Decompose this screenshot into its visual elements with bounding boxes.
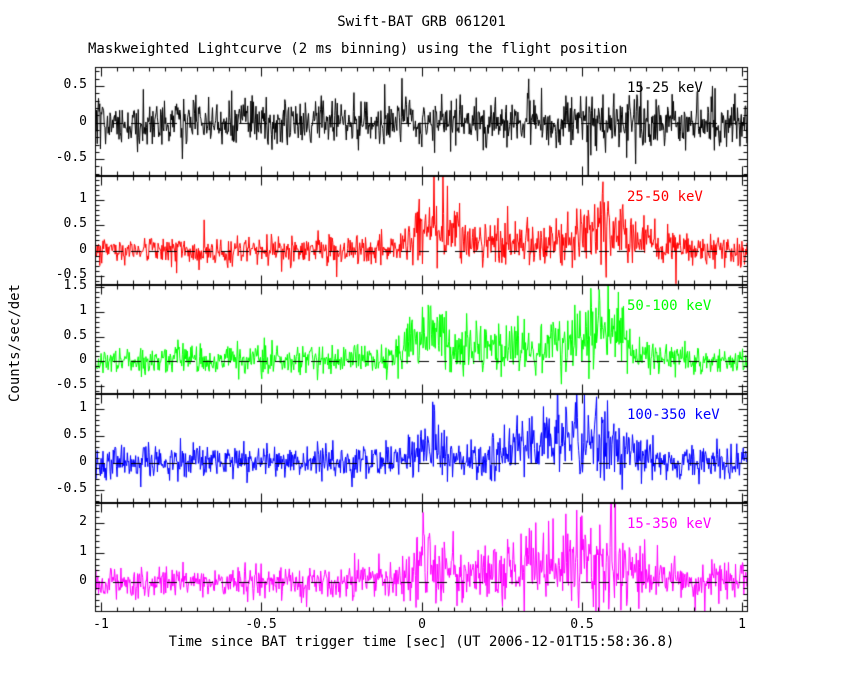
y-tick-label: -0.5 (55, 267, 87, 282)
y-tick-label: 1 (79, 400, 87, 415)
y-tick-label: -0.5 (55, 481, 87, 496)
y-tick-label: 1.5 (63, 278, 87, 293)
energy-band-label: 25-50 keV (627, 189, 703, 205)
x-tick-label: 0.5 (570, 617, 594, 632)
energy-band-label: 100-350 keV (627, 407, 720, 423)
x-tick-label: -0.5 (245, 617, 277, 632)
y-tick-label: 0.5 (63, 77, 87, 92)
y-tick-label: 0 (79, 352, 87, 367)
y-tick-label: 1 (79, 303, 87, 318)
y-tick-label: 0 (79, 573, 87, 588)
y-axis-label: Counts/sec/det (7, 284, 23, 403)
x-tick-label: -1 (93, 617, 109, 632)
y-tick-label: 0.5 (63, 328, 87, 343)
chart-title: Swift-BAT GRB 061201 (337, 14, 506, 30)
y-tick-label: -0.5 (55, 150, 87, 165)
chart-subtitle: Maskweighted Lightcurve (2 ms binning) u… (88, 41, 628, 57)
x-tick-label: 1 (738, 617, 746, 632)
y-tick-label: 0.5 (63, 216, 87, 231)
energy-band-label: 15-25 keV (627, 80, 703, 96)
y-tick-label: 0 (79, 454, 87, 469)
y-tick-label: 1 (79, 191, 87, 206)
x-axis-label: Time since BAT trigger time [sec] (UT 20… (168, 634, 675, 650)
y-tick-label: 0 (79, 114, 87, 129)
energy-band-label: 50-100 keV (627, 298, 712, 314)
y-tick-label: 0 (79, 242, 87, 257)
energy-band-label: 15-350 keV (627, 516, 712, 532)
y-tick-label: 2 (79, 514, 87, 529)
x-tick-label: 0 (418, 617, 426, 632)
y-tick-label: -0.5 (55, 377, 87, 392)
y-tick-label: 0.5 (63, 427, 87, 442)
y-tick-label: 1 (79, 544, 87, 559)
